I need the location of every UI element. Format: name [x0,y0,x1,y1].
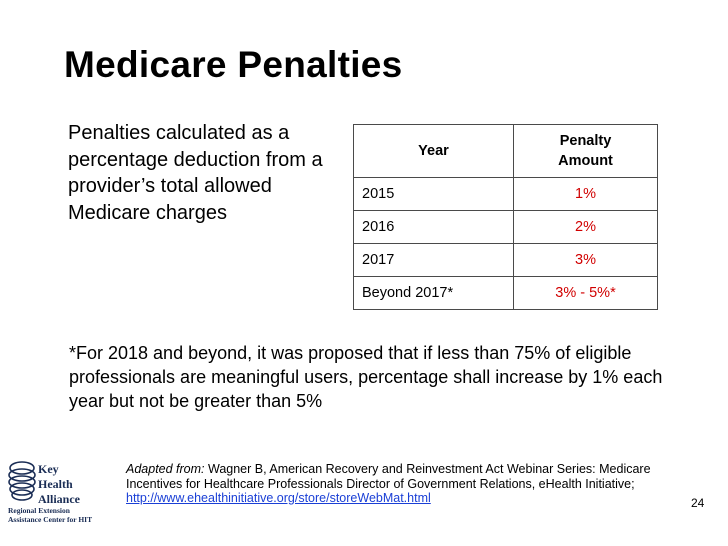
row-amount: 2% [513,210,658,244]
citation: Adapted from: Wagner B, American Recover… [126,462,671,506]
citation-lead: Adapted from: [126,462,205,476]
header-penalty-amount: Penalty Amount [513,124,658,178]
penalty-table: Year Penalty Amount 2015 1% 2016 2% 2017… [353,124,658,310]
logo-brand-text: Key Health Alliance [38,462,80,506]
table-row: Beyond 2017* 3% - 5%* [353,276,658,310]
table-row: 2017 3% [353,243,658,277]
table-row: 2015 1% [353,177,658,211]
row-year: 2015 [353,177,514,211]
row-year: 2017 [353,243,514,277]
page-number: 24 [691,496,705,510]
row-year: Beyond 2017* [353,276,514,310]
footnote: *For 2018 and beyond, it was proposed th… [69,343,663,411]
row-year: 2016 [353,210,514,244]
row-amount: 3% [513,243,658,277]
rings-icon [8,461,36,501]
key-health-alliance-logo: Key Health Alliance Regional Extension A… [6,458,101,538]
table-row: 2016 2% [353,210,658,244]
logo-center-text: Regional Extension Assistance Center for… [8,506,93,524]
penalty-description: Penalties calculated as a percentage ded… [68,122,323,224]
table-header-row: Year Penalty Amount [353,124,658,178]
citation-text: Wagner B, American Recovery and Reinvest… [126,462,651,491]
row-amount: 3% - 5%* [513,276,658,310]
citation-link[interactable]: http://www.ehealthinitiative.org/store/s… [126,491,431,505]
slide-title: Medicare Penalties [64,44,403,85]
header-year: Year [353,124,514,178]
row-amount: 1% [513,177,658,211]
